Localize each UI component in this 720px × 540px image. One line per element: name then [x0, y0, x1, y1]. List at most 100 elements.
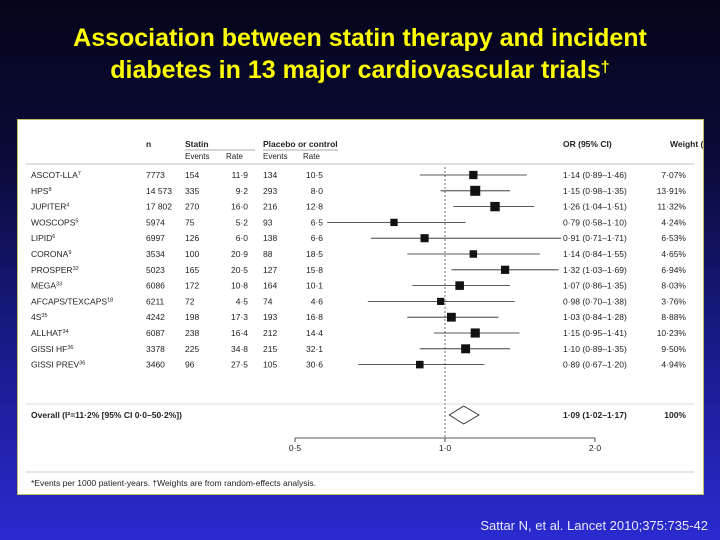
study-n-gissi-hf: 3378 — [146, 344, 165, 354]
statin-events-gissi-prev: 96 — [185, 360, 195, 370]
header-weight: Weight (%) — [670, 139, 703, 149]
study-ref-hps: 8 — [48, 187, 51, 193]
placebo-rate-ascot-lla: 10·5 — [306, 170, 323, 180]
citation: Sattar N, et al. Lancet 2010;375:735-42 — [480, 518, 708, 533]
study-name-gissi-hf: GISSI HF36 — [31, 344, 74, 354]
study-ref-corona: 9 — [68, 250, 71, 256]
placebo-rate-corona: 18·5 — [306, 249, 323, 259]
header-statin: Statin — [185, 139, 209, 149]
statin-rate-jupiter: 16·0 — [231, 202, 248, 212]
placebo-events-4s: 193 — [263, 312, 277, 322]
statin-events-ascot-lla: 154 — [185, 170, 199, 180]
placebo-events-gissi-hf: 215 — [263, 344, 277, 354]
statin-events-4s: 198 — [185, 312, 199, 322]
placebo-rate-jupiter: 12·8 — [306, 202, 323, 212]
study-n-corona: 3534 — [146, 249, 165, 259]
study-ref-4s: 35 — [41, 313, 47, 319]
or-ci-ascot-lla: 1·14 (0·89–1·46) — [563, 170, 627, 180]
placebo-events-ascot-lla: 134 — [263, 170, 277, 180]
study-name-lipid: LIPID6 — [31, 233, 55, 243]
study-name-jupiter: JUPITER4 — [31, 202, 69, 212]
weight-ascot-lla: 7·07% — [661, 170, 686, 180]
point-hps — [470, 185, 481, 196]
point-lipid — [420, 234, 429, 243]
x-tick-label-0: 0·5 — [289, 443, 302, 453]
study-n-gissi-prev: 3460 — [146, 360, 165, 370]
weight-prosper: 6·94% — [661, 265, 686, 275]
placebo-events-allhat: 212 — [263, 328, 277, 338]
placebo-events-lipid: 138 — [263, 233, 277, 243]
weight-jupiter: 11·32% — [657, 202, 686, 212]
placebo-rate-gissi-prev: 30·6 — [306, 360, 323, 370]
or-ci-allhat: 1·15 (0·95–1·41) — [563, 328, 627, 338]
header-or: OR (95% CI) — [563, 139, 612, 149]
x-tick-label-2: 2·0 — [589, 443, 602, 453]
header-placebo: Placebo or control — [263, 139, 338, 149]
header-placebo-rate: Rate — [303, 152, 320, 161]
statin-rate-gissi-hf: 34·8 — [231, 344, 248, 354]
study-name-prosper: PROSPER32 — [31, 265, 79, 275]
statin-rate-hps: 9·2 — [236, 186, 249, 196]
point-gissi-hf — [461, 344, 471, 354]
or-ci-mega: 1·07 (0·86–1·35) — [563, 281, 627, 291]
weight-gissi-prev: 4·94% — [661, 360, 686, 370]
study-n-jupiter: 17 802 — [146, 202, 172, 212]
placebo-rate-woscops: 6·5 — [311, 217, 324, 227]
or-ci-prosper: 1·32 (1·03–1·69) — [563, 265, 627, 275]
statin-events-mega: 172 — [185, 281, 199, 291]
statin-events-prosper: 165 — [185, 265, 199, 275]
footnote: *Events per 1000 patient-years. †Weights… — [31, 478, 316, 488]
or-ci-gissi-hf: 1·10 (0·89–1·35) — [563, 344, 627, 354]
weight-gissi-hf: 9·50% — [661, 344, 686, 354]
statin-rate-woscops: 5·2 — [236, 217, 249, 227]
or-ci-jupiter: 1·26 (1·04–1·51) — [563, 202, 627, 212]
weight-lipid: 6·53% — [661, 233, 686, 243]
or-ci-lipid: 0·91 (0·71–1·71) — [563, 233, 627, 243]
statin-rate-4s: 17·3 — [231, 312, 248, 322]
study-ref-woscops: 5 — [75, 218, 78, 224]
point-afcaps-texcaps — [437, 297, 445, 305]
weight-afcaps-texcaps: 3·76% — [661, 296, 686, 306]
title-line-1: Association between statin therapy and i… — [73, 24, 647, 52]
statin-events-gissi-hf: 225 — [185, 344, 199, 354]
placebo-events-jupiter: 216 — [263, 202, 277, 212]
title-line-2-text: diabetes in 13 major cardiovascular tria… — [110, 56, 601, 84]
statin-events-allhat: 238 — [185, 328, 199, 338]
study-name-corona: CORONA9 — [31, 249, 71, 259]
statin-events-corona: 100 — [185, 249, 199, 259]
study-name-woscops: WOSCOPS5 — [31, 217, 78, 227]
point-prosper — [500, 265, 510, 274]
overall-diamond — [448, 405, 480, 425]
placebo-events-prosper: 127 — [263, 265, 277, 275]
statin-events-afcaps-texcaps: 72 — [185, 296, 195, 306]
statin-rate-mega: 10·8 — [231, 281, 248, 291]
header-statin-events: Events — [185, 152, 209, 161]
weight-4s: 8·88% — [661, 312, 686, 322]
statin-rate-allhat: 16·4 — [231, 328, 248, 338]
study-name-afcaps-texcaps: AFCAPS/TEXCAPS18 — [31, 296, 113, 306]
study-name-mega: MEGA33 — [31, 281, 62, 291]
study-n-hps: 14 573 — [146, 186, 172, 196]
study-name-ascot-lla: ASCOT-LLA7 — [31, 170, 81, 180]
title-line-2: diabetes in 13 major cardiovascular tria… — [0, 54, 720, 86]
statin-rate-prosper: 20·5 — [231, 265, 248, 275]
study-n-ascot-lla: 7773 — [146, 170, 165, 180]
point-mega — [455, 281, 464, 290]
statin-rate-corona: 20·9 — [231, 249, 248, 259]
forest-plot: n Statin Placebo or control Events Rate Event… — [26, 139, 703, 488]
or-ci-corona: 1·14 (0·84–1·55) — [563, 249, 627, 259]
placebo-rate-hps: 8·0 — [311, 186, 324, 196]
placebo-events-gissi-prev: 105 — [263, 360, 277, 370]
point-allhat — [470, 328, 480, 338]
study-n-4s: 4242 — [146, 312, 165, 322]
placebo-rate-afcaps-texcaps: 4·6 — [311, 296, 324, 306]
slide-title: Association between statin therapy and i… — [0, 22, 720, 86]
study-n-prosper: 5023 — [146, 265, 165, 275]
header-statin-rate: Rate — [226, 152, 243, 161]
placebo-rate-prosper: 15·8 — [306, 265, 323, 275]
placebo-rate-lipid: 6·6 — [311, 233, 324, 243]
study-ref-allhat: 34 — [63, 329, 69, 335]
overall-label: Overall (I²=11·2% [95% CI 0·0–50·2%]) — [31, 410, 182, 420]
statin-events-woscops: 75 — [185, 217, 195, 227]
statin-events-jupiter: 270 — [185, 202, 199, 212]
